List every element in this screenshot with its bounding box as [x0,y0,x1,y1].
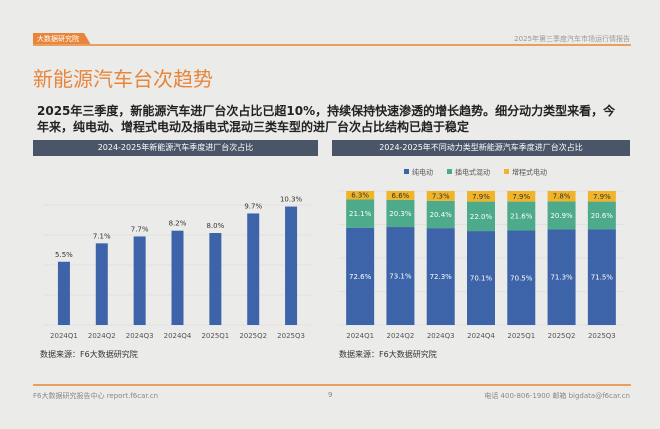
data-label: 6.6% [392,192,410,200]
data-label: 8.0% [206,222,224,230]
data-label: 21.1% [349,210,372,218]
bar-segment [547,229,576,325]
x-tick-label: 2024Q2 [387,332,415,340]
legend-label: 纯电动 [412,168,433,177]
bar-segment [467,201,495,232]
data-label: 71.3% [550,274,573,282]
x-tick-label: 2024Q1 [346,332,374,340]
legend-swatch [404,169,409,174]
data-label: 73.1% [389,273,412,281]
data-label: 6.3% [351,192,369,200]
data-label: 22.0% [470,213,493,221]
bar-segment [467,231,495,325]
x-tick-label: 2025Q2 [548,332,576,340]
data-label: 10.3% [280,196,303,204]
bar-segment [346,227,375,325]
bar-segment [507,191,536,202]
bar [209,233,222,325]
bar-segment [346,191,375,200]
chart1-plot: 5.5% 2024Q1 7.1% 2024Q2 7.7% 2024Q3 8.2% 2024Q4… [43,196,311,340]
data-label: 72.6% [349,273,372,281]
legend-swatch [504,169,509,174]
bar-segment [467,191,495,202]
data-label: 20.4% [430,211,453,219]
bar-segment [426,200,455,229]
bar-segment [386,227,415,325]
bar [247,213,260,325]
bar-segment [587,191,616,202]
bar-segment [426,228,455,325]
report-title: 2025年第三季度汽车市场运行情报告 [514,35,630,43]
data-label: 20.9% [550,212,573,220]
bar [95,243,108,325]
legend-label: 插电式混动 [455,168,490,177]
data-label: 7.1% [93,232,111,240]
bar-segment [386,191,415,200]
data-label: 5.5% [55,251,73,259]
bar-segment [507,230,536,325]
bar [57,261,70,325]
footer-left: F6大数据研究报告中心 report.f6car.cn [33,392,159,400]
x-tick-label: 2024Q3 [126,332,154,340]
data-label: 20.3% [389,210,412,218]
page-title: 新能源汽车台次趋势 [33,67,213,91]
x-tick-label: 2025Q3 [277,332,305,340]
footer-divider [33,384,631,386]
x-tick-label: 2024Q4 [164,332,192,340]
x-tick-label: 2024Q3 [427,332,455,340]
logo: 大数据研究院 [33,33,91,45]
chart1-source: 数据来源：F6大数据研究院 [40,350,138,359]
data-label: 7.9% [512,193,530,201]
data-label: 7.7% [131,225,149,233]
data-label: 7.8% [553,193,571,201]
x-tick-label: 2025Q1 [201,332,229,340]
data-label: 70.5% [510,274,533,282]
chart2-plot: 纯电动 插电式混动 增程式电动 72.6% 21.1% 6.3% 2024Q1 73.1% 20… [338,168,624,340]
bar-segment [587,201,616,230]
data-label: 9.7% [244,202,262,210]
bar [171,230,184,325]
x-tick-label: 2024Q1 [50,332,78,340]
bar-segment [507,201,536,231]
x-tick-label: 2025Q3 [588,332,616,340]
legend-swatch [447,169,452,174]
bar-segment [547,201,576,230]
header-divider [33,44,631,46]
data-label: 21.6% [510,213,533,221]
bar [133,236,146,325]
bar-segment [346,199,375,228]
data-label: 70.1% [470,275,493,283]
data-label: 71.5% [591,274,614,282]
data-label: 20.6% [591,212,614,220]
summary-text: 2025年三季度，新能源汽车进厂台次占比已超10%，持续保持快速渗透的增长趋势。… [37,104,616,134]
x-tick-label: 2024Q2 [88,332,116,340]
bar-segment [547,191,576,202]
chart1-title: 2024-2025年新能源汽车季度进厂台次占比 [33,140,318,156]
x-tick-label: 2025Q1 [507,332,535,340]
data-label: 7.3% [432,192,450,200]
page-number: 9 [328,391,333,399]
chart2-source: 数据来源：F6大数据研究院 [339,350,437,359]
legend-label: 增程式电动 [512,168,547,177]
footer-right: 电话 400-806-1900 邮箱 bigdata@f6car.cn [484,392,630,400]
x-tick-label: 2025Q2 [239,332,267,340]
bar-segment [426,191,455,201]
bar-segment [386,199,415,228]
data-label: 7.9% [472,193,490,201]
bar [285,206,298,325]
bar-segment [587,229,616,325]
data-label: 72.3% [430,273,453,281]
data-label: 7.9% [593,193,611,201]
chart2-title: 2024-2025年不同动力类型新能源汽车季度进厂台次占比 [332,140,630,156]
x-tick-label: 2024Q4 [467,332,495,340]
data-label: 8.2% [169,220,187,228]
